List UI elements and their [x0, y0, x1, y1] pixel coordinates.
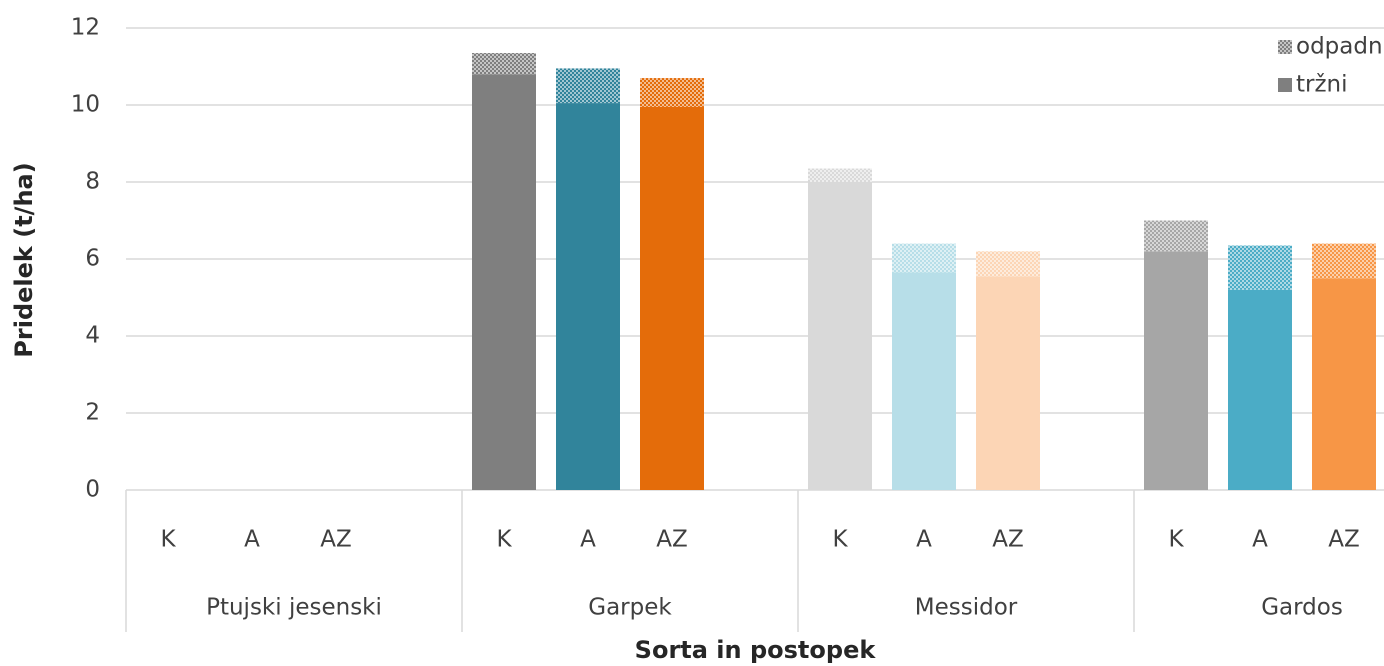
bar-segment	[472, 74, 536, 490]
bar-segment-hatched	[976, 251, 1040, 277]
y-axis-title: Pridelek (t/ha)	[10, 162, 38, 357]
x-tick-label: K	[496, 527, 512, 553]
bar-segment	[808, 182, 872, 490]
group-label: Messidor	[915, 595, 1018, 621]
bar-segment-hatched	[1144, 220, 1208, 252]
x-tick-label: AZ	[992, 527, 1024, 553]
bar-segment-hatched	[808, 168, 872, 182]
legend-label: odpadni	[1296, 34, 1384, 60]
x-tick-label: AZ	[1328, 527, 1360, 553]
bar-segment	[556, 103, 620, 490]
x-tick-label: A	[1252, 527, 1268, 553]
bar-segment	[892, 272, 956, 490]
y-tick-label: 8	[85, 169, 100, 195]
y-tick-label: 10	[71, 92, 100, 118]
bar-segment-hatched	[556, 68, 620, 104]
x-tick-label: K	[832, 527, 848, 553]
x-tick-label: K	[1168, 527, 1184, 553]
legend-swatch	[1278, 40, 1292, 54]
bar-segment	[1312, 278, 1376, 490]
legend-swatch	[1278, 78, 1292, 92]
x-tick-label: AZ	[656, 527, 688, 553]
x-tick-label: A	[244, 527, 260, 553]
bar-segment	[1228, 289, 1292, 490]
bar-segment-hatched	[1312, 243, 1376, 279]
bar-segment	[640, 106, 704, 491]
y-tick-label: 4	[85, 323, 100, 349]
y-tick-label: 12	[71, 15, 100, 41]
x-axis-title: Sorta in postopek	[635, 636, 877, 664]
y-tick-label: 6	[85, 246, 100, 272]
bar-segment-hatched	[1228, 245, 1292, 290]
bar-segment	[1144, 251, 1208, 490]
group-label: Ptujski jesenski	[206, 595, 382, 621]
legend-label: tržni	[1296, 72, 1348, 98]
bar-segment-hatched	[472, 53, 536, 75]
bar-segment	[976, 276, 1040, 490]
x-tick-label: AZ	[320, 527, 352, 553]
x-tick-label: A	[916, 527, 932, 553]
group-label: Garpek	[588, 595, 672, 621]
x-tick-label: A	[580, 527, 596, 553]
y-tick-label: 2	[85, 400, 100, 426]
y-tick-label: 0	[85, 477, 100, 503]
bar-segment-hatched	[640, 78, 704, 107]
x-tick-label: K	[160, 527, 176, 553]
group-label: Gardos	[1261, 595, 1343, 621]
bar-segment-hatched	[892, 243, 956, 273]
